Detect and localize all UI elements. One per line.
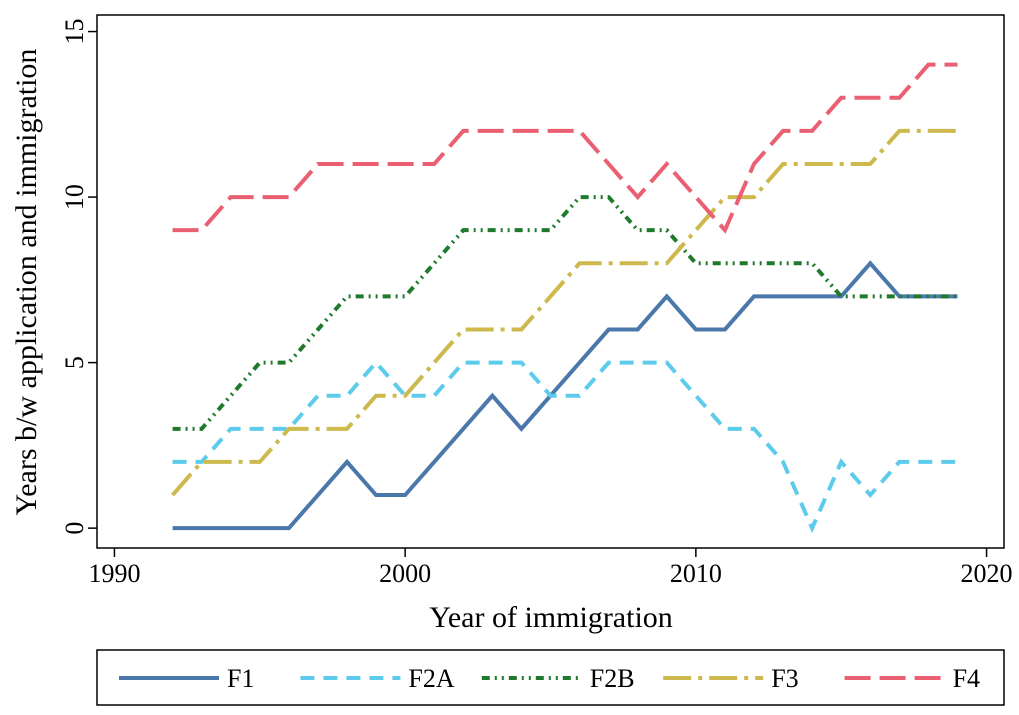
y-tick-label: 5 xyxy=(60,356,89,369)
x-axis-label: Year of immigration xyxy=(429,601,673,634)
plot-frame xyxy=(96,14,1005,549)
y-tick-label: 15 xyxy=(60,19,89,45)
legend-label: F2B xyxy=(590,664,635,693)
legend-label: F2A xyxy=(408,664,454,693)
x-tick-label: 2020 xyxy=(961,559,1013,588)
series-line xyxy=(171,128,958,497)
legend-label: F3 xyxy=(771,664,798,693)
x-tick-label: 2010 xyxy=(670,559,722,588)
legend-label: F4 xyxy=(953,664,980,693)
x-tick-label: 1990 xyxy=(88,559,140,588)
series-line xyxy=(172,62,958,234)
series-line xyxy=(172,195,958,431)
series-line xyxy=(172,260,958,531)
x-tick-label: 2000 xyxy=(379,559,431,588)
y-tick-label: 10 xyxy=(60,184,89,210)
series-line xyxy=(172,359,958,534)
legend-label: F1 xyxy=(227,664,254,693)
y-axis-label: Years b/w application and immigration xyxy=(10,49,43,516)
y-tick-label: 0 xyxy=(60,522,89,535)
